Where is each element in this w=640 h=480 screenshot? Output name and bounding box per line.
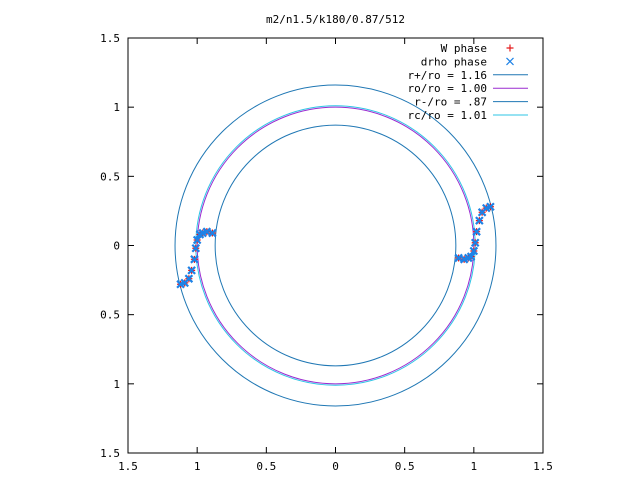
legend-marker [506,44,514,52]
data-point [191,243,201,253]
x-tick-label: 0.5 [395,460,415,473]
data-point [190,255,199,264]
y-tick-label: 1.5 [100,32,120,45]
data-point [470,238,480,248]
y-tick-label: 1 [113,101,120,114]
data-point [469,246,479,256]
y-tick-label: 1.5 [100,447,120,460]
legend-label: W phase [441,42,487,55]
legend-label: r-/ro = .87 [414,96,487,109]
data-point [472,227,481,236]
data-point [454,253,463,263]
data-point [208,228,217,238]
legend-marker [506,57,514,66]
data-series [174,84,497,407]
data-point [477,208,487,217]
data-point [184,274,194,283]
axis-ticks: 1.5 1 0.5 0 0.5 1 1.51.510.500.511.5 [100,32,553,473]
chart-title: m2/n1.5/k180/0.87/512 [266,13,405,26]
w-phase-series [177,203,494,288]
data-point [187,266,196,275]
circle-r-1 [196,106,475,385]
x-tick-label: 1 [194,460,201,473]
data-point [475,216,484,225]
legend-label: ro/ro = 1.00 [408,82,487,95]
legend-label: rc/ro = 1.01 [408,109,487,122]
y-tick-label: 1 [113,378,120,391]
data-point [192,235,202,245]
x-tick-label: 1.5 [533,460,553,473]
x-tick-label: 0.5 [256,460,276,473]
y-tick-label: 0.5 [100,309,120,322]
y-tick-label: 0.5 [100,170,120,183]
legend-label: drho phase [421,55,487,68]
circle-r-0_87 [214,124,457,367]
x-tick-label: 1 [471,460,478,473]
legend-label: r+/ro = 1.16 [408,69,487,82]
x-tick-label: 0 [332,460,339,473]
x-tick-label: 1.5 [118,460,138,473]
y-tick-label: 0 [113,240,120,253]
drho-phase-series [176,202,495,289]
circle-r-1_16 [174,84,497,407]
